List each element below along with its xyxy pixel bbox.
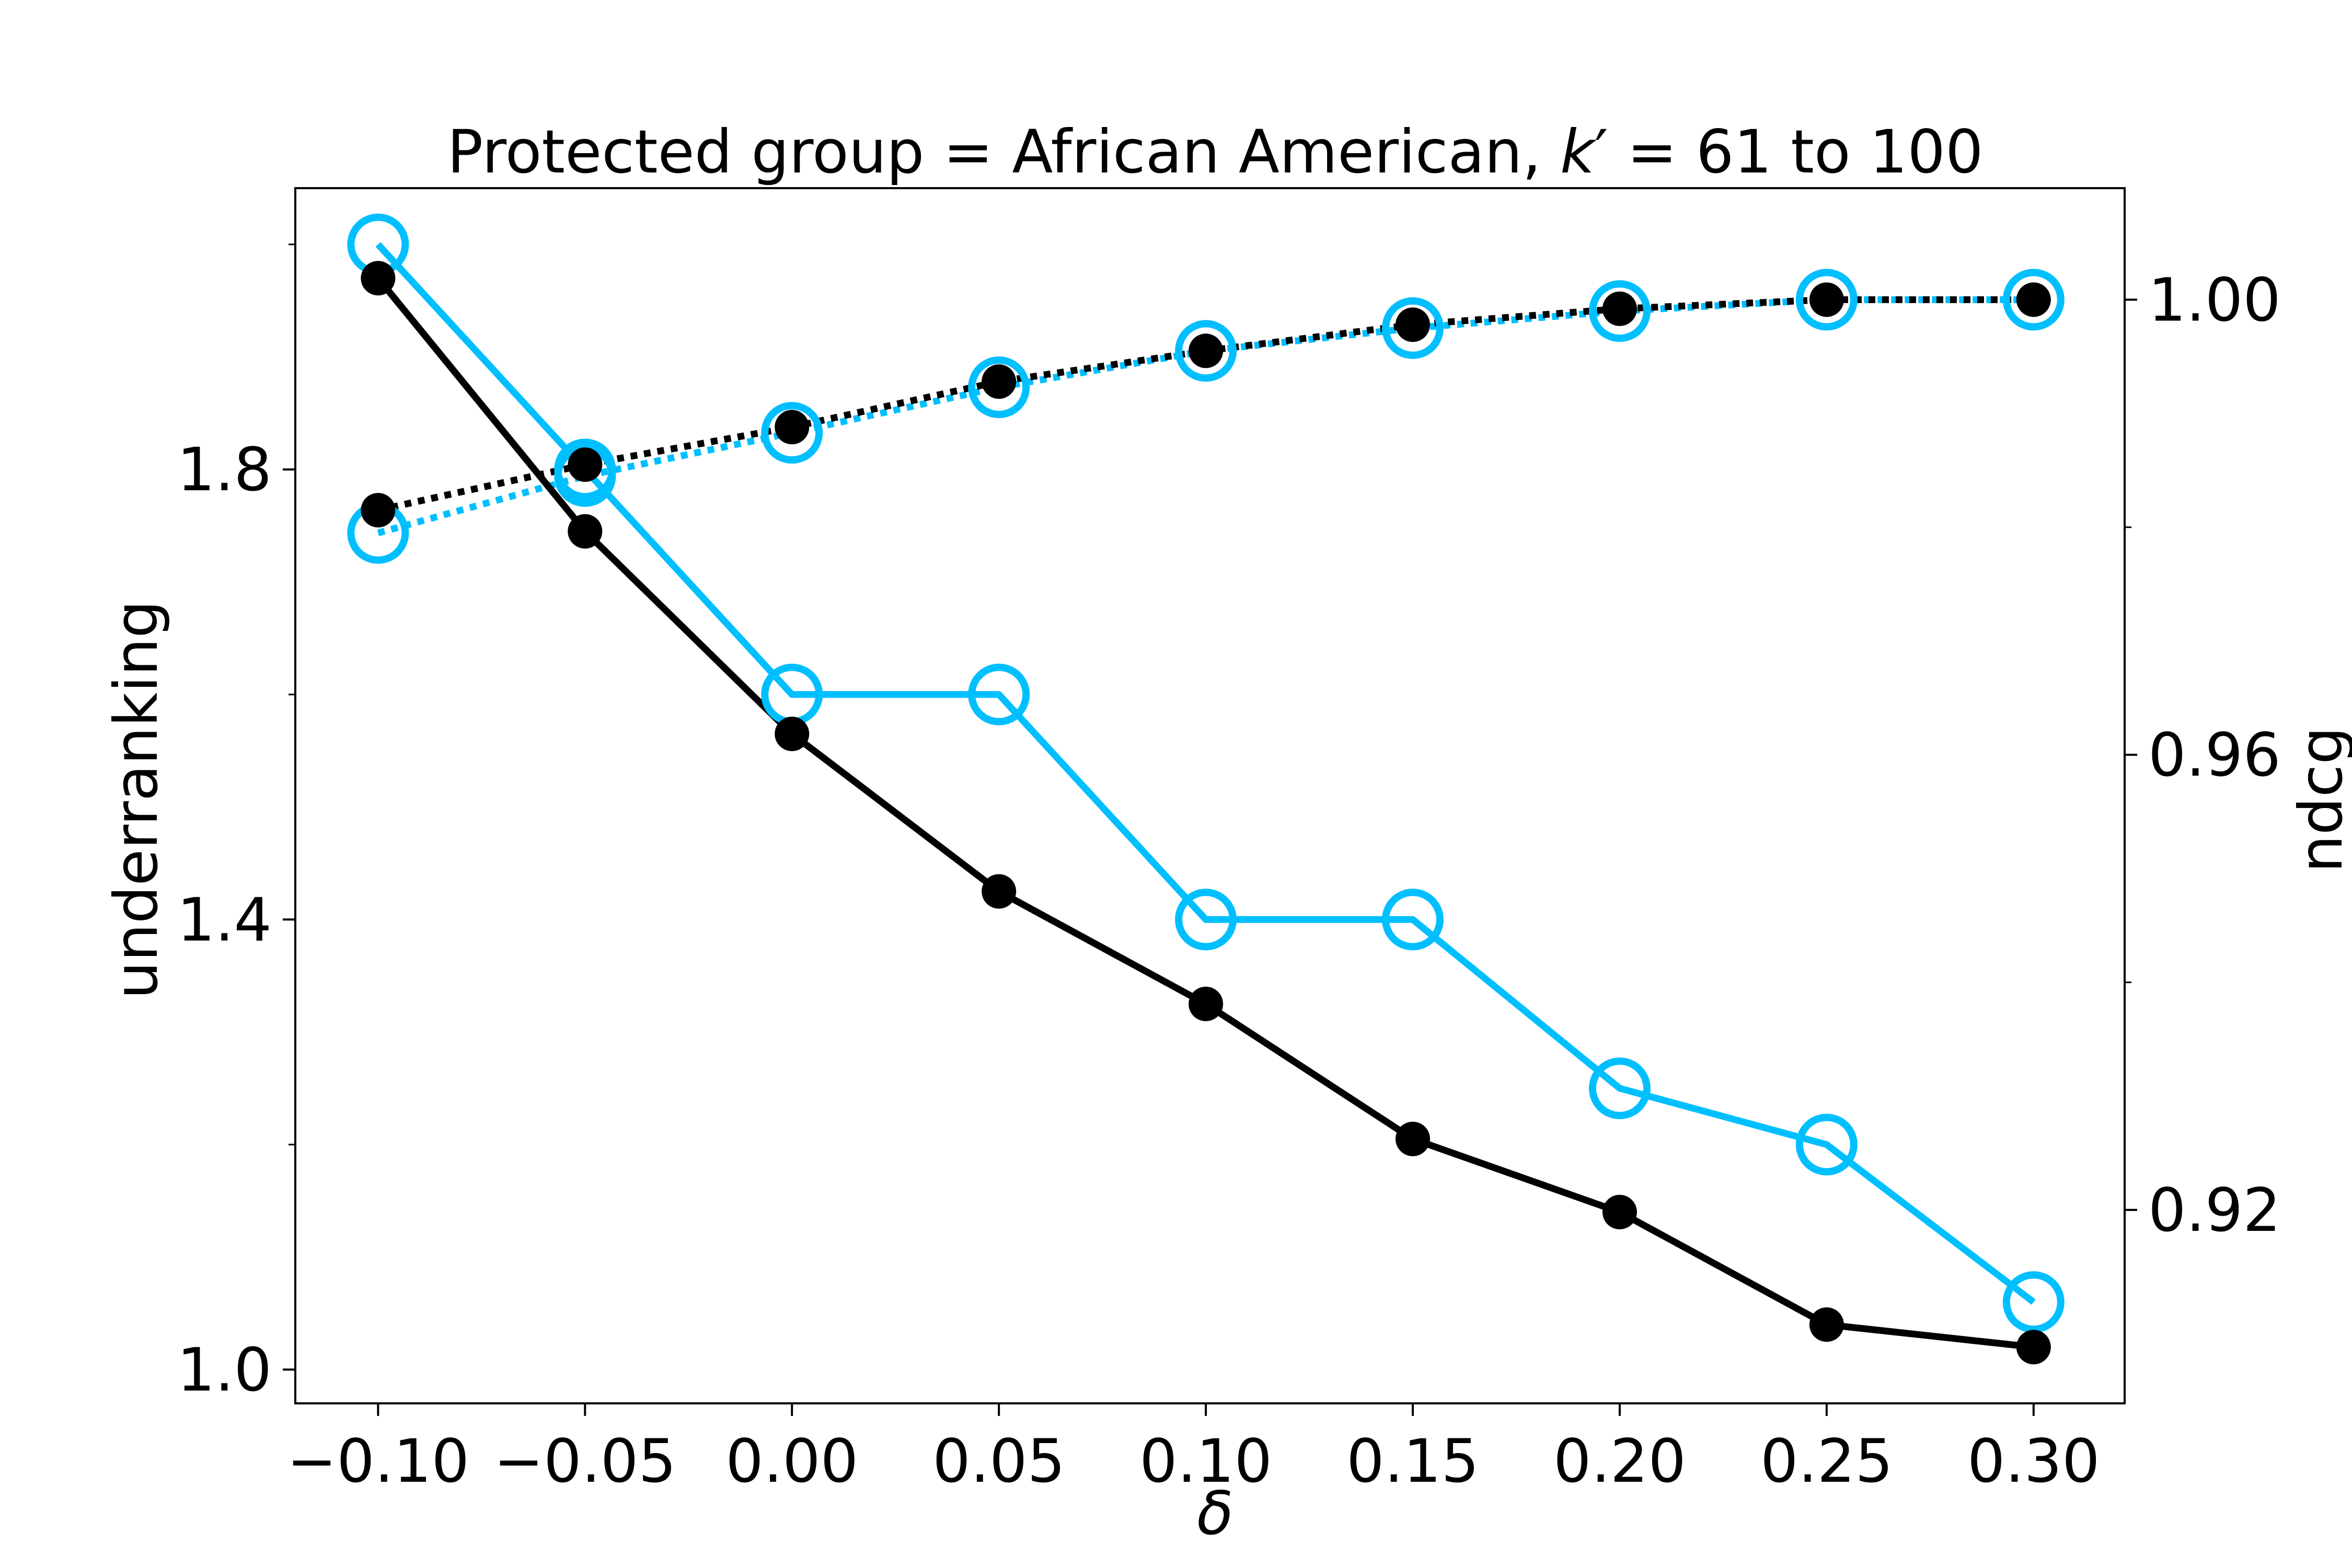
y-axis-label-right: ndcg — [2286, 727, 2352, 873]
y-axis-label-left: underranking — [101, 600, 171, 999]
series-2-line — [377, 296, 2034, 514]
series-3-point — [1588, 280, 1651, 342]
series-0-point — [568, 514, 603, 549]
x-tick-label: 0.10 — [1139, 1426, 1272, 1496]
series-1-point — [1175, 889, 1237, 951]
x-tick-label: −0.10 — [287, 1426, 469, 1496]
series-0-point — [1189, 986, 1224, 1021]
series-0-point — [775, 717, 810, 752]
series-2-point — [1189, 333, 1224, 368]
series-2-point — [982, 364, 1017, 399]
series-0-point — [1809, 1307, 1844, 1342]
series-0-line — [375, 276, 2034, 1351]
series-2-point — [2016, 282, 2051, 317]
series-1-point — [1382, 889, 1444, 951]
series-1-point — [2002, 1271, 2065, 1333]
series-2-point — [1809, 282, 1844, 317]
axes-layer: −0.10 −0.05 0.00 0.05 0.10 0.15 0.20 0.25 0.30 1.… — [177, 187, 2281, 1496]
x-tick-label: 0.25 — [1760, 1426, 1893, 1496]
y-left-tick-label: 1.8 — [177, 435, 272, 504]
plot-frame — [294, 187, 2126, 1404]
x-tick-label: −0.05 — [494, 1426, 676, 1496]
y-right-tick-label: 1.00 — [2148, 265, 2281, 335]
x-tick-label: 0.05 — [932, 1426, 1065, 1496]
series-3-point — [1382, 297, 1444, 359]
series-1-point — [554, 439, 616, 501]
series-1-line — [375, 242, 2036, 1305]
series-2-point — [775, 410, 810, 445]
series-0-point — [2016, 1330, 2051, 1365]
series-3-point — [1175, 320, 1237, 382]
x-tick-label: 0.15 — [1346, 1426, 1479, 1496]
series-1-point — [1795, 1113, 1858, 1175]
y-right-tick-label: 0.92 — [2148, 1175, 2281, 1245]
series-0-point — [1602, 1195, 1637, 1230]
series-3-point — [1795, 269, 1858, 331]
series-3-point — [2002, 269, 2065, 331]
x-tick-label: 0.30 — [1967, 1426, 2100, 1496]
series-2-point — [568, 447, 603, 482]
series-1-point — [968, 663, 1030, 725]
x-tick-label: 0.20 — [1553, 1426, 1686, 1496]
series-layer — [347, 213, 2065, 1365]
x-tick-label: 0.00 — [725, 1426, 858, 1496]
y-left-tick-label: 1.4 — [177, 885, 272, 954]
series-2-point — [361, 493, 396, 528]
series-3-point — [968, 356, 1030, 418]
y-right-tick-label: 0.96 — [2148, 720, 2281, 790]
series-3-point — [761, 402, 823, 464]
series-0-point — [1396, 1122, 1431, 1157]
series-0-point — [982, 874, 1017, 909]
y-left-tick-label: 1.0 — [177, 1335, 272, 1404]
chart-title: Protected group = African American, k′ =… — [447, 117, 1984, 187]
x-axis-label: δ — [1197, 1479, 1233, 1548]
series-0-point — [361, 261, 396, 296]
series-2-point — [1602, 291, 1637, 326]
series-1-point — [1588, 1057, 1651, 1120]
series-2-point — [1396, 307, 1431, 342]
